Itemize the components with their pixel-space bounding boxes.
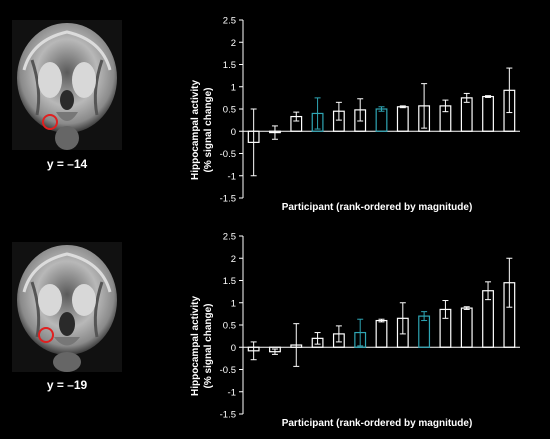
roi-circle-bottom xyxy=(38,327,54,343)
y-tick-label: -0.5 xyxy=(220,365,236,376)
y-tick-label: 0.5 xyxy=(223,105,236,116)
y-axis-title-line1: Hippocampal activity xyxy=(190,296,201,396)
bar-chart-bottom: Hippocampal activity (% signal change) 2… xyxy=(190,232,520,429)
brain-scan-top xyxy=(12,20,122,150)
y-tick-label: 2.5 xyxy=(223,16,236,27)
bar xyxy=(375,319,388,348)
y-tick-label: 0 xyxy=(231,343,236,354)
y-tick-label: 2.5 xyxy=(223,232,236,243)
bar xyxy=(375,108,388,132)
y-tick-label: -1 xyxy=(228,387,236,398)
y-tick-label: -0.5 xyxy=(220,149,236,160)
slice-label-bottom: y = –19 xyxy=(46,378,88,392)
y-tick-label: 2 xyxy=(231,38,236,49)
y-tick-label: 1 xyxy=(231,82,236,93)
roi-circle-top xyxy=(42,114,58,130)
bar xyxy=(460,97,473,132)
x-axis-title: Participant (rank-ordered by magnitude) xyxy=(282,202,473,213)
y-tick-label: 1 xyxy=(231,298,236,309)
brain-scan-bottom xyxy=(12,242,122,372)
y-tick-label: -1.5 xyxy=(220,410,236,421)
bar-chart-top: Hippocampal activity (% signal change) 2… xyxy=(190,16,520,213)
y-axis-title-line2: (% signal change) xyxy=(203,303,214,388)
y-tick-label: 1.5 xyxy=(223,60,236,71)
y-tick-label: 2 xyxy=(231,254,236,265)
bar xyxy=(396,106,409,132)
y-tick-label: 0 xyxy=(231,127,236,138)
y-tick-label: 0.5 xyxy=(223,321,236,332)
y-tick-label: 1.5 xyxy=(223,276,236,287)
x-axis-title: Participant (rank-ordered by magnitude) xyxy=(282,418,473,429)
bar xyxy=(460,307,473,348)
y-tick-label: -1 xyxy=(228,171,236,182)
y-tick-label: -1.5 xyxy=(220,194,236,205)
y-axis-title-line2: (% signal change) xyxy=(203,87,214,172)
slice-label-top: y = –14 xyxy=(46,157,88,171)
y-axis-title-line1: Hippocampal activity xyxy=(190,80,201,180)
bar xyxy=(482,95,494,132)
